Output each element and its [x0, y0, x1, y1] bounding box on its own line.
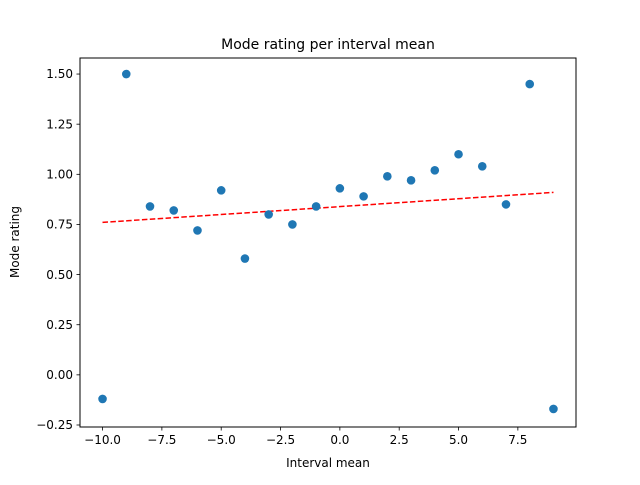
plot-frame — [79, 57, 577, 428]
data-point-7 — [264, 210, 273, 219]
data-point-9 — [311, 202, 321, 211]
data-point-8 — [288, 220, 297, 229]
scatter-points-layer — [98, 69, 558, 414]
data-point-0 — [98, 394, 107, 404]
y-axis-ticks: −0.25 0.00 0.25 0.50 0.75 1.00 1.25 1.50 — [36, 67, 80, 432]
x-tick-label: −7.5 — [147, 433, 176, 447]
data-point-10 — [335, 184, 345, 193]
data-point-1 — [121, 69, 131, 79]
x-tick-label: 2.5 — [390, 433, 409, 447]
data-point-18 — [525, 79, 535, 89]
data-point-6 — [240, 254, 250, 263]
x-tick-label: 7.5 — [508, 433, 527, 447]
y-tick-label: 1.25 — [46, 117, 73, 131]
y-tick-label: 0.25 — [46, 318, 73, 332]
data-point-11 — [359, 192, 368, 201]
data-point-3 — [169, 206, 179, 215]
y-tick-label: 0.50 — [46, 268, 73, 282]
chart-title: Mode rating per interval mean — [221, 37, 435, 53]
y-tick-label: 1.00 — [46, 168, 73, 182]
y-tick-label: −0.25 — [36, 418, 73, 432]
data-point-17 — [501, 200, 511, 209]
data-point-5 — [216, 186, 226, 195]
x-tick-label: −10.0 — [84, 433, 121, 447]
plot-area — [80, 58, 576, 427]
data-point-4 — [193, 226, 202, 235]
trend-line-layer — [102, 191, 554, 224]
data-point-15 — [454, 149, 463, 159]
x-axis-label: Interval mean — [286, 456, 370, 470]
data-point-12 — [383, 172, 392, 181]
trend-line — [102, 191, 554, 224]
data-point-16 — [477, 161, 487, 171]
data-point-13 — [406, 176, 416, 185]
y-axis-label: Mode rating — [8, 206, 22, 278]
data-point-19 — [549, 404, 558, 414]
y-tick-label: 1.50 — [46, 67, 73, 81]
x-tick-label: −5.0 — [207, 433, 236, 447]
data-point-14 — [430, 166, 440, 175]
x-axis-ticks: −10.0 −7.5 −5.0 −2.5 0.0 2.5 5.0 7.5 — [84, 427, 527, 447]
y-tick-label: 0.75 — [46, 218, 73, 232]
x-tick-label: −2.5 — [266, 433, 295, 447]
y-tick-label: 0.00 — [46, 368, 73, 382]
x-tick-label: 0.0 — [330, 433, 349, 447]
x-tick-label: 5.0 — [449, 433, 468, 447]
data-point-2 — [145, 202, 155, 211]
